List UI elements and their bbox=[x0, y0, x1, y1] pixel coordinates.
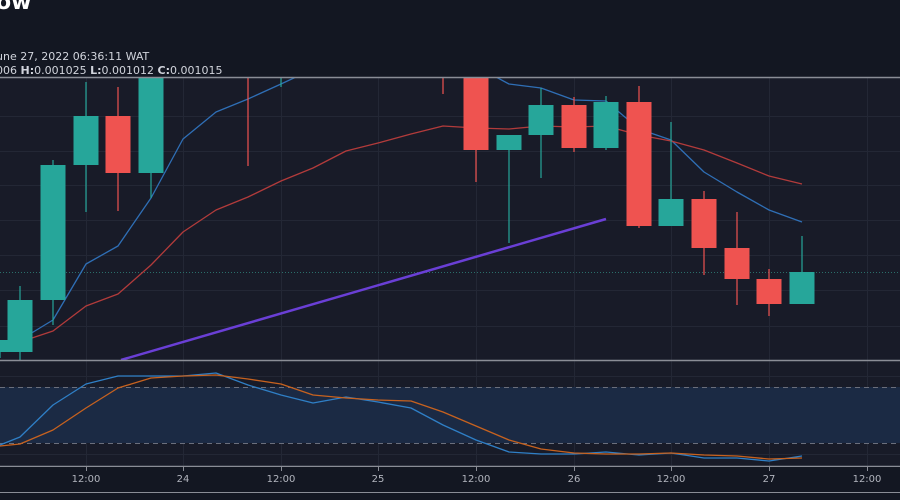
candle-body bbox=[463, 78, 489, 150]
candle[interactable] bbox=[7, 286, 33, 360]
stochastic-pane[interactable] bbox=[0, 372, 900, 462]
candle-body bbox=[658, 199, 684, 226]
high-value: 0.001025 bbox=[34, 64, 87, 77]
candle[interactable] bbox=[269, 77, 294, 87]
candle-body bbox=[756, 279, 782, 304]
candle-body bbox=[105, 116, 131, 173]
candle[interactable] bbox=[431, 77, 456, 94]
chart-header: ow une 27, 2022 06:36:11 WAT 006 H:0.001… bbox=[0, 0, 900, 77]
candle-body bbox=[40, 165, 66, 300]
time-tick-label: 25 bbox=[372, 474, 385, 485]
time-tick-label: 12:00 bbox=[657, 474, 686, 485]
candle[interactable] bbox=[756, 269, 782, 316]
time-tick-label: 12:00 bbox=[267, 474, 296, 485]
ma-fast-line bbox=[0, 78, 803, 343]
candle[interactable] bbox=[626, 86, 652, 228]
ohlc-legend: 006 H:0.001025 L:0.001012 C:0.001015 bbox=[0, 64, 223, 77]
close-value: 0.001015 bbox=[170, 64, 223, 77]
stochastic-d-line bbox=[0, 374, 803, 460]
candle[interactable] bbox=[561, 97, 587, 152]
candle-body bbox=[73, 116, 99, 165]
candle-body bbox=[7, 300, 33, 352]
candle[interactable] bbox=[138, 77, 164, 198]
low-value: 0.001012 bbox=[101, 64, 155, 77]
time-axis[interactable] bbox=[0, 467, 900, 500]
ma-slow-line bbox=[0, 125, 803, 345]
candle[interactable] bbox=[789, 236, 815, 304]
time-tick-label: 24 bbox=[177, 474, 190, 485]
candle-body bbox=[528, 105, 554, 135]
candle-body bbox=[561, 105, 587, 148]
time-tick-label: 12:00 bbox=[853, 474, 882, 485]
candle[interactable] bbox=[691, 191, 717, 275]
time-axis-labels: 12:00 24 12:00 25 12:00 26 12:00 27 12:00 bbox=[72, 467, 882, 485]
candle-body bbox=[626, 102, 652, 226]
candle[interactable] bbox=[724, 212, 750, 305]
candle-body bbox=[593, 102, 619, 148]
candle-body bbox=[496, 135, 522, 150]
high-label: H: bbox=[20, 64, 35, 77]
crosshair-date: une 27, 2022 06:36:11 WAT bbox=[0, 50, 150, 63]
candle[interactable] bbox=[105, 87, 131, 211]
candle-body bbox=[138, 78, 164, 173]
candle-body bbox=[789, 272, 815, 304]
candle[interactable] bbox=[463, 77, 489, 182]
trendline-line[interactable] bbox=[120, 217, 607, 360]
candle[interactable] bbox=[236, 77, 261, 166]
low-label: L: bbox=[90, 64, 102, 77]
candle[interactable] bbox=[40, 160, 66, 325]
main-pane[interactable] bbox=[0, 77, 900, 360]
time-tick-label: 12:00 bbox=[462, 474, 491, 485]
symbol-title: ow bbox=[0, 0, 32, 15]
time-tick-label: 26 bbox=[568, 474, 581, 485]
open-value: 006 bbox=[0, 64, 17, 77]
time-tick-label: 12:00 bbox=[72, 474, 101, 485]
candle[interactable] bbox=[593, 96, 619, 150]
candle[interactable] bbox=[73, 82, 99, 212]
candle-body bbox=[691, 199, 717, 248]
candle-body bbox=[724, 248, 750, 279]
time-tick-label: 27 bbox=[763, 474, 776, 485]
close-label: C: bbox=[157, 64, 171, 77]
candle[interactable] bbox=[658, 122, 684, 226]
candle[interactable] bbox=[528, 88, 554, 178]
candle[interactable] bbox=[496, 135, 522, 243]
